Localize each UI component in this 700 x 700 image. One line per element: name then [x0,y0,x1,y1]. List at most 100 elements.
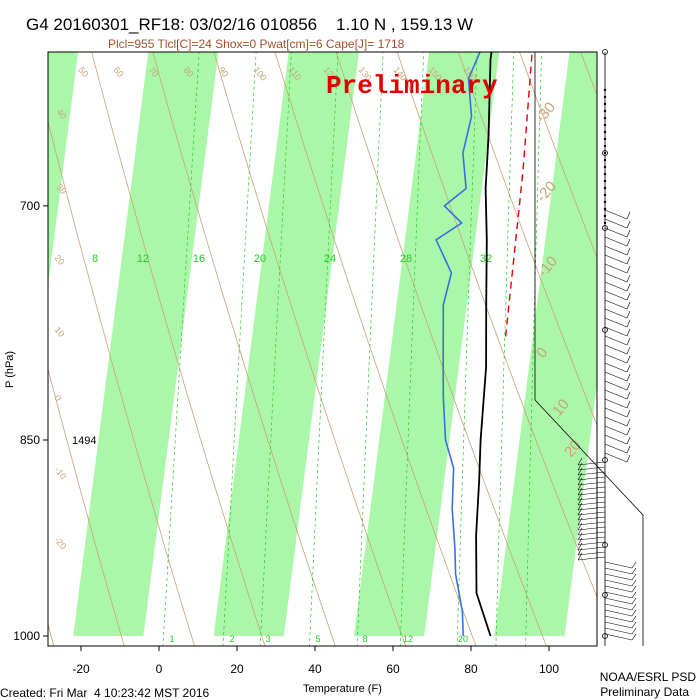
wind-barb-flag [631,633,637,641]
wind-barb [604,308,631,319]
wind-barb-shaft [604,609,633,617]
wind-barb-flag [626,319,631,328]
wind-barb [604,573,637,581]
wind-barb-shaft [577,551,606,556]
wind-barb-shaft [577,531,606,536]
wind-barb-flag [631,567,637,575]
wind-barb-flag [577,507,583,516]
temperature-tick-label: 0 [156,662,163,676]
wind-barb-flag [626,373,631,382]
wind-barb [604,407,631,418]
wind-barb-flag [577,457,583,466]
wind-panel-border [534,52,644,646]
adiabat-label: 90 [216,65,230,79]
wind-barb-flag [631,621,637,629]
wind-barb [604,317,631,328]
wind-barb [577,482,606,491]
wind-barb [577,537,606,546]
wind-barb [604,254,631,265]
wind-barb [577,547,606,556]
mixing-ratio-label: 1 [169,634,174,644]
mixing-ratio-label: 5 [315,634,320,644]
wind-barb [604,603,637,611]
temperature-tick-label: 60 [386,662,400,676]
isotherm-band [213,52,359,636]
wind-barb [577,487,606,496]
dry-adiabat [335,52,547,646]
wind-barb [577,552,606,561]
wind-barb [604,371,631,382]
wind-barb-flag [626,292,631,301]
wind-barb-flag [626,283,631,292]
wind-barb-flag [626,247,631,256]
wind-barb [577,502,606,511]
wind-barb-flag [626,256,631,265]
wind-barb-shaft [604,416,628,427]
wind-barb-flag [631,591,637,599]
wind-barb [577,457,606,466]
wind-barb [604,290,631,301]
wind-point [603,221,607,225]
plot-frame [47,51,598,647]
wind-barb-shaft [604,218,628,229]
wind-barb [604,209,631,220]
wind-barb-shaft [604,353,628,364]
wind-barb [604,579,637,587]
adiabat-label: 0 [52,393,63,403]
wind-barb-flag [626,409,631,418]
wind-barb [604,218,631,229]
wind-barb-flag [626,301,631,310]
wind-barb-flag [626,238,631,247]
wind-barb-flag [577,462,583,471]
wind-barb-flag [577,502,583,511]
wind-barb-flag [577,522,583,531]
wind-barb [604,362,631,373]
wind-barb-shaft [604,407,628,418]
wind-barb-flag [631,573,637,581]
wind-barb [604,425,631,436]
adiabat-label: -20 [52,535,68,551]
wind-barb-flag [577,542,583,551]
wind-barb-flag [577,497,583,506]
footer-org: NOAA/ESRL PSD [600,670,697,684]
wind-barb-flag [631,615,637,623]
wind-barb-flag [577,547,583,556]
mixing-ratio-label: 20 [254,253,266,265]
wind-barb [604,263,631,274]
wind-barb-flag [577,527,583,536]
dry-adiabat [48,120,195,646]
wind-barb-flag [626,454,631,463]
wind-point [603,95,607,99]
wind-barb-shaft [604,452,628,463]
calm-wind-circle [602,150,608,156]
wind-barb-panel [534,49,644,646]
wind-barb-flag [626,274,631,283]
mixing-ratio-label: 20 [458,634,468,644]
wind-barb-shaft [604,308,628,319]
wind-barb-shaft [577,521,606,526]
wind-barb [577,527,606,536]
wind-barb-flag [626,436,631,445]
wind-barb [577,517,606,526]
wind-barb [604,398,631,409]
wind-barb [604,443,631,454]
wind-barb-shaft [604,245,628,256]
wind-barb-shaft [604,627,633,635]
isotherm-band [73,52,219,636]
chart-title: G4 20160301_RF18: 03/02/16 010856 1.10 N… [26,15,473,34]
calm-wind-circle [602,457,608,463]
wind-barb-shaft [604,254,628,265]
wind-barb [604,434,631,445]
pressure-tick-label: 1000 [13,629,40,643]
wind-point [603,172,607,176]
wind-barb-flag [626,364,631,373]
wind-barb-shaft [577,506,606,511]
mixing-ratio-label: 2 [229,634,234,644]
wind-barb [577,472,606,481]
footer-created: Created: Fri Mar 4 10:23:42 MST 2016 [0,686,210,700]
wind-barb-flag [626,328,631,337]
wind-barb-shaft [577,466,606,471]
wind-barb [604,615,637,623]
wind-barb-shaft [604,585,633,593]
wind-point [603,214,607,218]
